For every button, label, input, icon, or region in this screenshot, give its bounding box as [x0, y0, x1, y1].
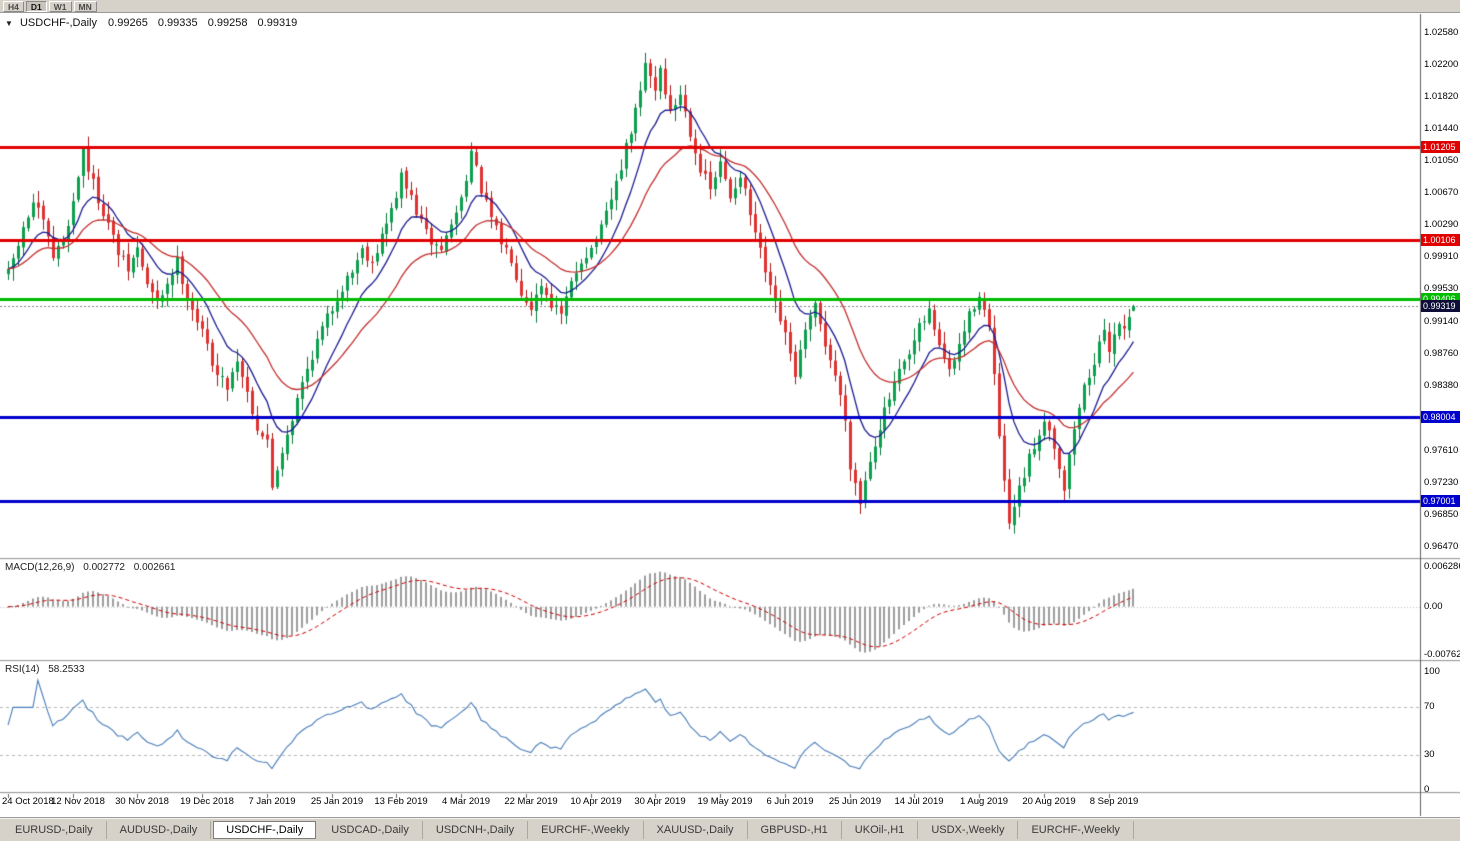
date-axis-label: 8 Sep 2019	[1089, 796, 1139, 807]
price-axis-tick: 1.00290	[1424, 219, 1459, 230]
date-axis-label: 19 May 2019	[697, 796, 753, 807]
price-axis-tick: 0.98380	[1424, 380, 1459, 391]
price-axis-tick: 0.99910	[1424, 251, 1459, 262]
rsi-axis-tick: 30	[1424, 749, 1435, 760]
rsi-axis-tick: 70	[1424, 701, 1435, 712]
timeframe-toolbar: H4 D1 W1 MN	[0, 0, 1460, 13]
chart-tab-usdx[interactable]: USDX-,Weekly	[918, 820, 1019, 839]
rsi-indicator-label: RSI(14) 58.2533	[5, 664, 90, 675]
level-price-badge: 1.00106	[1421, 234, 1460, 246]
level-price-badge: 1.01205	[1421, 141, 1460, 153]
chart-tab-usdcnh[interactable]: USDCNH-,Daily	[423, 820, 529, 839]
price-axis-tick: 0.99140	[1424, 316, 1459, 327]
chart-tab-usdchf[interactable]: USDCHF-,Daily	[213, 820, 317, 839]
chart-tab-xauusd[interactable]: XAUUSD-,Daily	[644, 820, 748, 839]
timeframe-button-d1[interactable]: D1	[25, 0, 47, 12]
chart-tab-audusd[interactable]: AUDUSD-,Daily	[107, 820, 212, 839]
price-axis-tick: 0.99530	[1424, 283, 1459, 294]
chart-tab-eurchf[interactable]: EURCHF-,Weekly	[1018, 820, 1134, 839]
ohlc-close: 0.99319	[257, 17, 298, 29]
macd-axis-min: -0.00762	[1424, 649, 1460, 660]
timeframe-button-mn[interactable]: MN	[73, 0, 97, 12]
ohlc-low: 0.99258	[207, 17, 248, 29]
chart-tabs-bar: EURUSD-,Daily AUDUSD-,Daily USDCHF-,Daily U…	[0, 817, 1460, 841]
date-axis-label: 7 Jan 2019	[248, 796, 296, 807]
price-axis-tick: 1.01050	[1424, 155, 1459, 166]
ohlc-high: 0.99335	[157, 17, 198, 29]
chart-title: ▼ USDCHF-,Daily 0.99265 0.99335 0.99258 …	[5, 17, 304, 29]
chart-tab-usdcad[interactable]: USDCAD-,Daily	[318, 820, 423, 839]
date-axis-label: 20 Aug 2019	[1022, 796, 1076, 807]
macd-value-signal: 0.002661	[133, 562, 176, 573]
rsi-axis-tick: 100	[1424, 666, 1440, 677]
price-axis-tick: 0.97230	[1424, 477, 1459, 488]
date-axis-label: 30 Apr 2019	[634, 796, 686, 807]
symbol-dropdown-icon[interactable]: ▼	[5, 19, 13, 28]
macd-name: MACD(12,26,9)	[5, 562, 75, 573]
chart-tab-eurusd[interactable]: EURUSD-,Daily	[2, 820, 107, 839]
price-axis-tick: 1.00670	[1424, 187, 1459, 198]
price-axis-tick: 0.98760	[1424, 348, 1459, 359]
date-axis-label: 22 Mar 2019	[504, 796, 558, 807]
timeframe-button-w1[interactable]: W1	[48, 0, 72, 12]
chart-tab-eurchf[interactable]: EURCHF-,Weekly	[528, 820, 644, 839]
level-price-badge: 0.97001	[1421, 495, 1460, 507]
date-axis-label: 24 Oct 2018	[2, 796, 54, 807]
date-axis-label: 14 Jul 2019	[894, 796, 944, 807]
rsi-value: 58.2533	[48, 664, 85, 675]
date-axis-label: 13 Feb 2019	[374, 796, 428, 807]
timeframe-button-h4[interactable]: H4	[3, 0, 24, 12]
symbol-name: USDCHF-,Daily	[19, 17, 97, 29]
macd-axis-zero: 0.00	[1424, 601, 1443, 612]
date-axis-label: 25 Jun 2019	[828, 796, 882, 807]
rsi-axis-tick: 0	[1424, 784, 1430, 795]
price-axis-tick: 0.97610	[1424, 445, 1459, 456]
date-axis-label: 1 Aug 2019	[959, 796, 1009, 807]
date-axis-label: 4 Mar 2019	[441, 796, 491, 807]
price-axis-tick: 1.01440	[1424, 123, 1459, 134]
date-axis-label: 10 Apr 2019	[570, 796, 622, 807]
price-axis-tick: 0.96850	[1424, 509, 1459, 520]
price-axis-tick: 1.01820	[1424, 91, 1459, 102]
current-price-badge: 0.99319	[1421, 300, 1460, 312]
date-axis-label: 25 Jan 2019	[310, 796, 364, 807]
level-price-badge: 0.98004	[1421, 411, 1460, 423]
macd-axis-max: 0.006286	[1424, 561, 1460, 572]
macd-indicator-label: MACD(12,26,9) 0.002772 0.002661	[5, 562, 181, 573]
price-axis-tick: 1.02580	[1424, 27, 1459, 38]
chart-tab-ukoil[interactable]: UKOil-,H1	[842, 820, 919, 839]
macd-value-main: 0.002772	[83, 562, 125, 573]
rsi-name: RSI(14)	[5, 664, 40, 675]
price-axis-tick: 1.02200	[1424, 59, 1459, 70]
date-axis-label: 19 Dec 2018	[180, 796, 234, 807]
chart-tab-gbpusd[interactable]: GBPUSD-,H1	[748, 820, 842, 839]
date-axis-label: 30 Nov 2018	[115, 796, 169, 807]
price-axis-tick: 0.96470	[1424, 541, 1459, 552]
date-axis-label: 12 Nov 2018	[51, 796, 105, 807]
ohlc-open: 0.99265	[108, 17, 148, 29]
date-axis-label: 6 Jun 2019	[766, 796, 814, 807]
